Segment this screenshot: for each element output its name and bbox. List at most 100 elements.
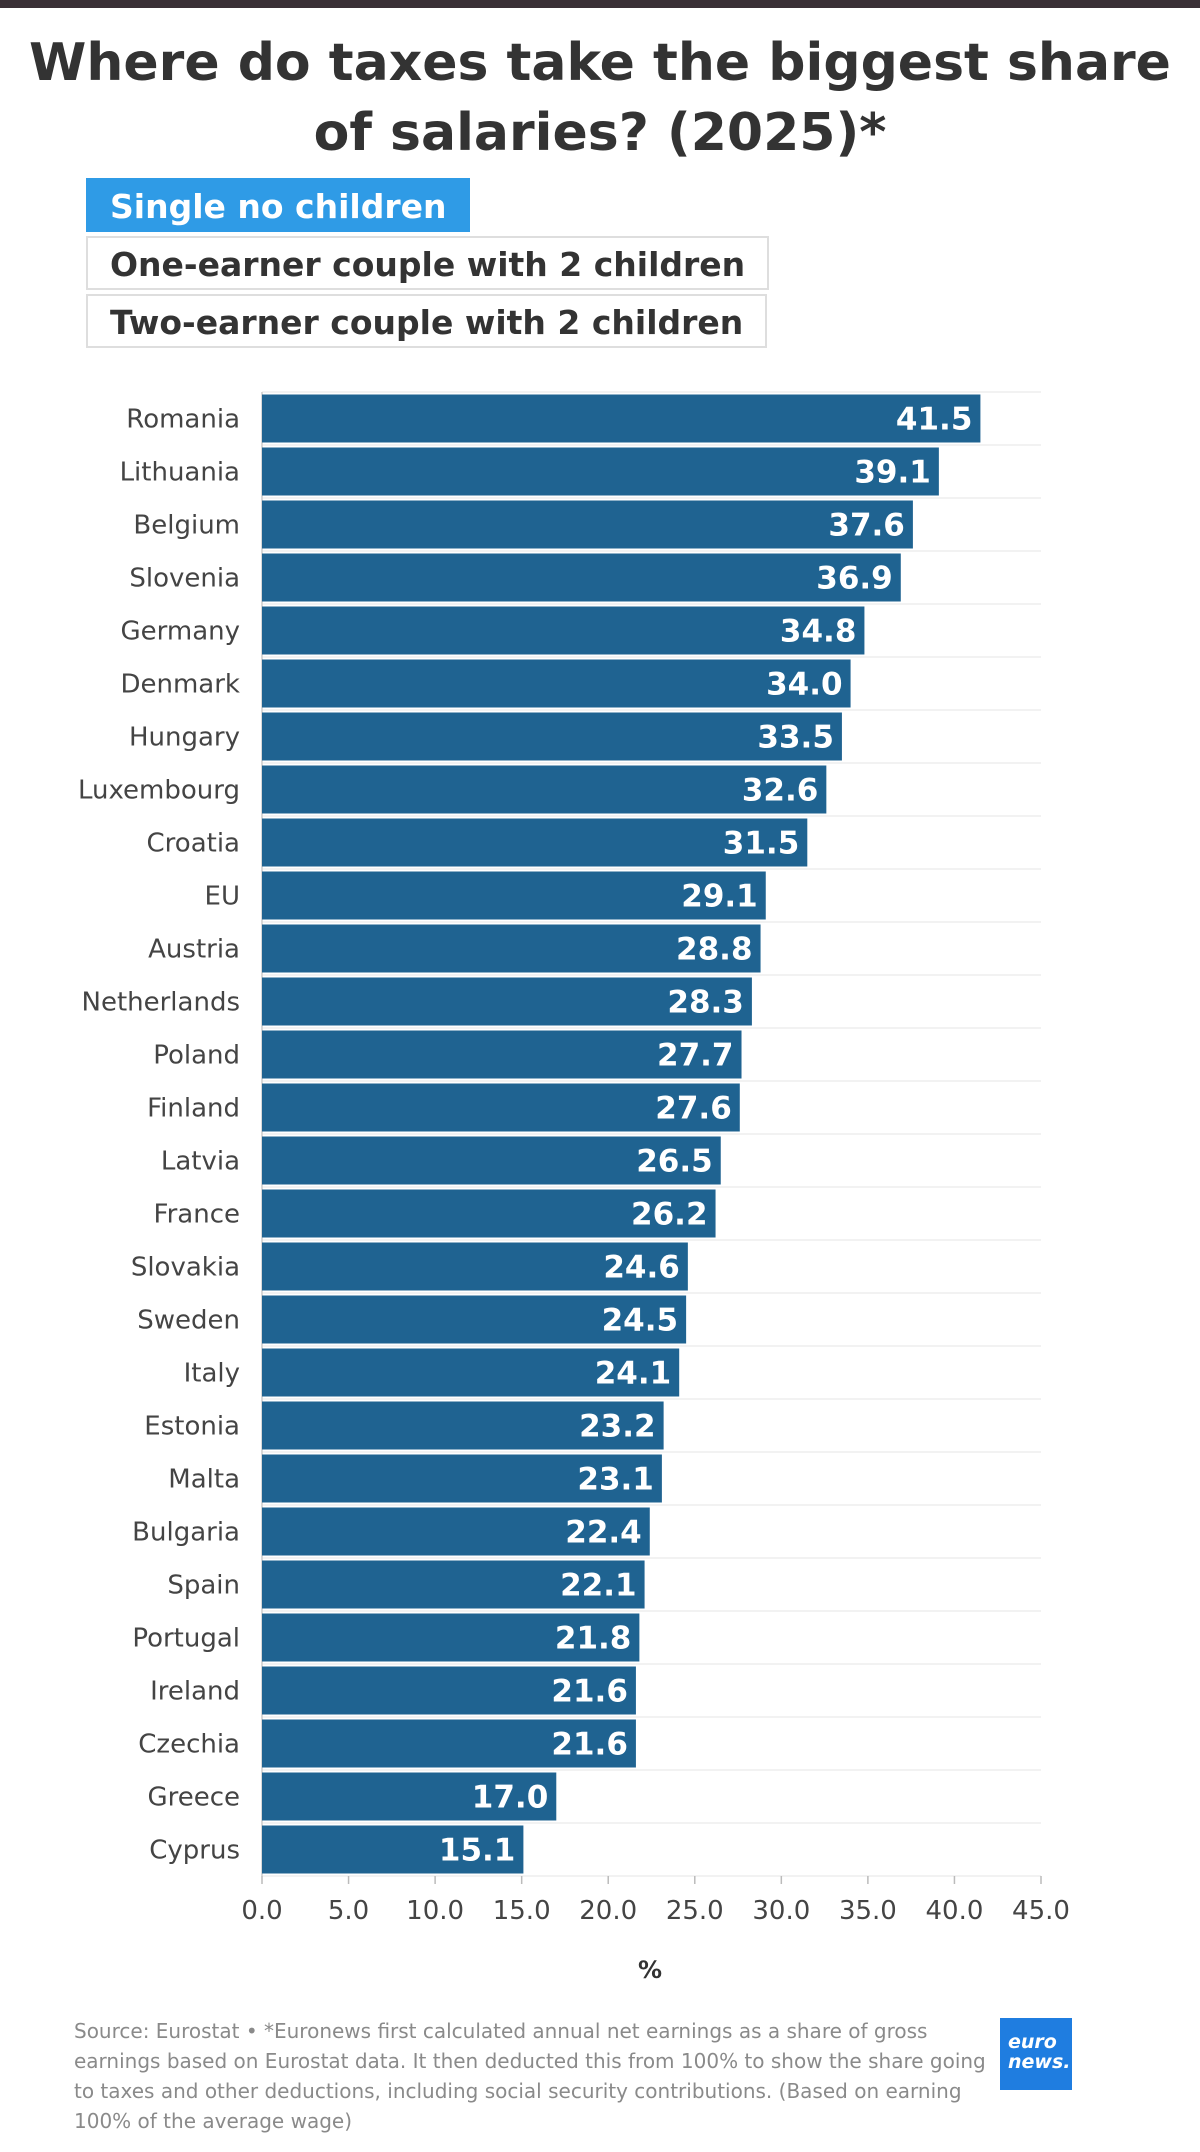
tab-two-earner-couple[interactable]: Two-earner couple with 2 children	[86, 294, 768, 348]
bar-value-label: 39.1	[854, 455, 931, 491]
bar-value-label: 21.6	[551, 1727, 628, 1763]
chart-title: Where do taxes take the biggest share of…	[29, 33, 1171, 163]
bar	[262, 1613, 640, 1662]
bar-value-label: 37.6	[828, 508, 905, 544]
tab-one-earner-couple[interactable]: One-earner couple with 2 children	[86, 236, 770, 290]
bar	[262, 1030, 742, 1079]
bar-value-label: 26.2	[631, 1197, 708, 1233]
bar-value-label: 17.0	[472, 1780, 549, 1816]
bar	[262, 871, 766, 920]
bar-value-label: 28.3	[667, 985, 744, 1021]
bar-value-label: 22.1	[560, 1568, 637, 1604]
category-label: Slovakia	[131, 1253, 240, 1283]
category-label: Finland	[147, 1094, 240, 1124]
bar	[262, 924, 761, 973]
x-tick-label: 25.0	[666, 1896, 724, 1926]
bar	[262, 1507, 650, 1556]
category-label: Germany	[120, 617, 240, 647]
bar	[262, 1825, 524, 1874]
x-axis-ticks: 0.0 5.0 10.0 15.0 20.0 25.0 30.0 35.0 40.0 45.0	[241, 1876, 1070, 1926]
top-strip	[0, 0, 1200, 8]
x-tick-label: 10.0	[406, 1896, 464, 1926]
bar-chart: Romania 41.5 Lithuania 39.1 Belgium 37.6 Slove…	[78, 391, 1070, 1984]
bars: Romania 41.5 Lithuania 39.1 Belgium 37.6 Slove…	[78, 394, 981, 1874]
bar	[262, 1189, 716, 1238]
euronews-logo: euro news.	[1000, 2018, 1072, 2090]
bar	[262, 765, 827, 814]
category-label: France	[154, 1200, 240, 1230]
bar-value-label: 21.8	[555, 1621, 632, 1657]
category-label: Estonia	[144, 1412, 240, 1442]
bar	[262, 606, 865, 655]
bar-value-label: 22.4	[565, 1515, 642, 1551]
bar	[262, 977, 752, 1026]
category-label: Czechia	[138, 1730, 240, 1760]
category-label: Romania	[126, 405, 240, 435]
bar-value-label: 15.1	[439, 1833, 516, 1869]
bar-value-label: 41.5	[896, 402, 973, 438]
logo-text-line1: euro	[1008, 2031, 1057, 2053]
bar	[262, 447, 939, 496]
x-axis-label: %	[638, 1956, 662, 1984]
category-label: Portugal	[132, 1624, 240, 1654]
bar-value-label: 24.6	[603, 1250, 680, 1286]
x-tick-label: 20.0	[579, 1896, 637, 1926]
bar	[262, 553, 901, 602]
category-label: Cyprus	[149, 1836, 240, 1866]
bar	[262, 394, 981, 443]
tab-single-no-children[interactable]: Single no children	[86, 178, 471, 232]
category-label: Greece	[147, 1783, 240, 1813]
category-label: Italy	[184, 1359, 240, 1389]
bar	[262, 1136, 721, 1185]
bar-value-label: 23.2	[579, 1409, 656, 1445]
category-label: Hungary	[129, 723, 240, 753]
bar-value-label: 24.1	[595, 1356, 672, 1392]
bar	[262, 500, 913, 549]
bar	[262, 712, 842, 761]
category-label: Latvia	[161, 1147, 240, 1177]
x-tick-label: 0.0	[241, 1896, 282, 1926]
category-label: Croatia	[147, 829, 240, 859]
bar-value-label: 21.6	[551, 1674, 628, 1710]
category-label: EU	[205, 882, 240, 912]
x-tick-label: 35.0	[839, 1896, 897, 1926]
x-tick-label: 15.0	[493, 1896, 551, 1926]
bar	[262, 1560, 645, 1609]
logo-text-line2: news.	[1008, 2051, 1071, 2073]
bar-value-label: 31.5	[723, 826, 800, 862]
bar-value-label: 34.0	[766, 667, 843, 703]
category-label: Netherlands	[82, 988, 241, 1018]
bar	[262, 659, 851, 708]
bar	[262, 1401, 664, 1450]
bar	[262, 1083, 740, 1132]
bar	[262, 1295, 687, 1344]
category-label: Spain	[167, 1571, 240, 1601]
bar-value-label: 24.5	[602, 1303, 679, 1339]
x-tick-label: 5.0	[328, 1896, 369, 1926]
x-tick-label: 40.0	[925, 1896, 983, 1926]
bar	[262, 1772, 557, 1821]
x-tick-label: 45.0	[1012, 1896, 1070, 1926]
bar-value-label: 33.5	[757, 720, 834, 756]
bar-value-label: 34.8	[780, 614, 857, 650]
bar-value-label: 27.7	[657, 1038, 734, 1074]
bar-value-label: 32.6	[742, 773, 819, 809]
filter-tabs: Single no children One-earner couple wit…	[86, 178, 770, 352]
bar	[262, 1719, 636, 1768]
category-label: Denmark	[120, 670, 240, 700]
bar-value-label: 28.8	[676, 932, 753, 968]
category-label: Austria	[148, 935, 240, 965]
category-label: Poland	[153, 1041, 240, 1071]
bar-value-label: 26.5	[636, 1144, 713, 1180]
bar-value-label: 27.6	[655, 1091, 732, 1127]
category-label: Luxembourg	[78, 776, 240, 806]
bar	[262, 1348, 680, 1397]
gridlines	[261, 391, 1041, 1877]
bar	[262, 1454, 662, 1503]
category-label: Lithuania	[120, 458, 240, 488]
category-label: Slovenia	[129, 564, 240, 594]
category-label: Sweden	[137, 1306, 240, 1336]
bar-value-label: 29.1	[681, 879, 758, 915]
bar	[262, 818, 808, 867]
bar	[262, 1666, 636, 1715]
